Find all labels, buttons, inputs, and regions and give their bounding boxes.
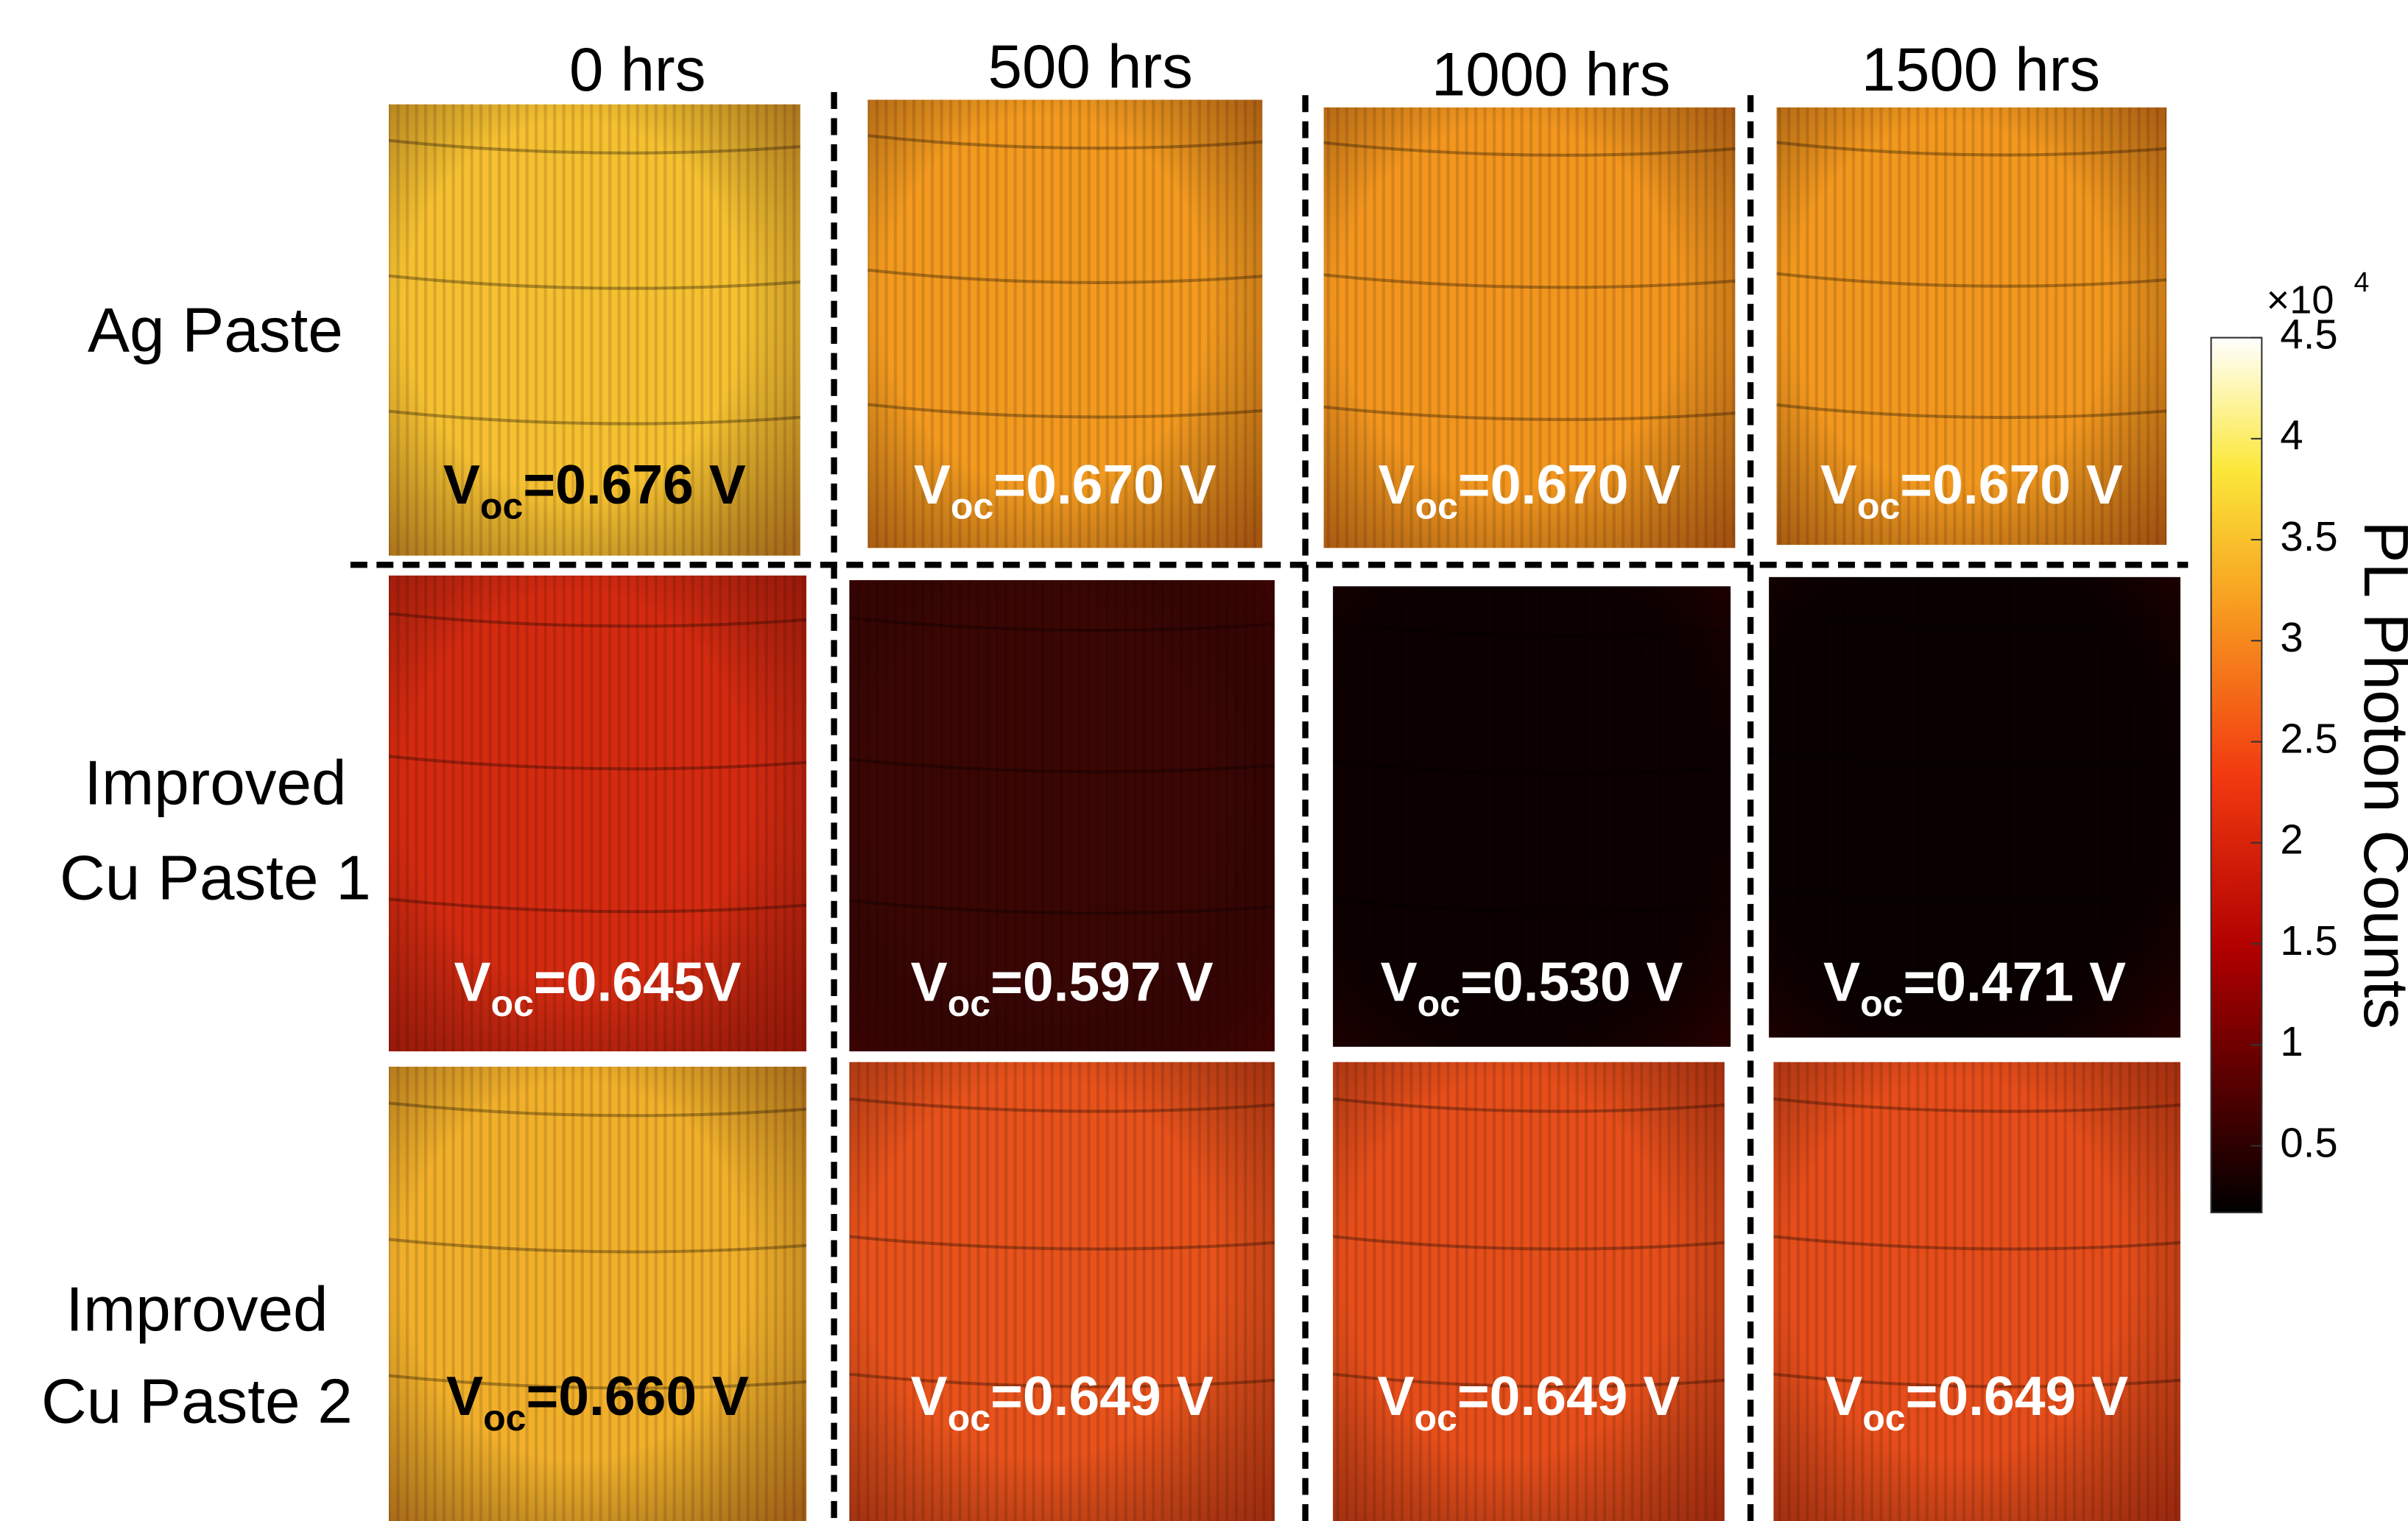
pl-image-vignette <box>867 99 1263 548</box>
row-label: Cu Paste 1 <box>60 844 371 914</box>
pl-image: Voc=0.670 V <box>1776 107 2167 546</box>
colorbar <box>2210 336 2263 1214</box>
pl-image: Voc=0.649 V <box>849 1062 1275 1521</box>
colorbar-tick-label: 1 <box>2280 1018 2303 1065</box>
pl-image: Voc=0.649 V <box>1332 1062 1725 1521</box>
pl-image-vignette <box>1333 1062 1725 1521</box>
voc-subscript: oc <box>951 486 993 527</box>
voc-subscript: oc <box>480 486 523 527</box>
row-label: Cu Paste 2 <box>41 1367 353 1437</box>
voc-symbol: V <box>911 1365 948 1427</box>
voc-subscript: oc <box>491 983 534 1024</box>
voc-label: Voc=0.530 V <box>1381 950 1683 1024</box>
colorbar-tick-label: 0.5 <box>2280 1119 2337 1165</box>
colorbar-tick-label: 4.5 <box>2280 311 2337 358</box>
pl-image: Voc=0.670 V <box>1323 107 1736 548</box>
row-label: Improved <box>66 1274 328 1344</box>
colorbar-tick-label: 2.5 <box>2280 715 2337 761</box>
column-header: 1500 hrs <box>1862 35 2100 104</box>
voc-value: =0.670 V <box>1458 454 1681 515</box>
voc-label: Voc=0.660 V <box>446 1365 749 1439</box>
pl-image: Voc=0.670 V <box>867 99 1263 548</box>
row-label: Ag Paste <box>88 295 343 365</box>
voc-symbol: V <box>1377 1365 1414 1427</box>
colorbar-label: PL Photon Counts <box>2351 521 2408 1030</box>
voc-subscript: oc <box>1862 1397 1905 1439</box>
pl-image: Voc=0.676 V <box>388 104 800 556</box>
voc-label: Voc=0.676 V <box>443 454 746 527</box>
voc-value: =0.649 V <box>1457 1365 1680 1427</box>
colorbar-tick-label: 3.5 <box>2280 513 2337 560</box>
colorbar-tick-label: 2 <box>2280 816 2303 863</box>
colorbar-tick-label: 1.5 <box>2280 917 2337 964</box>
voc-symbol: V <box>914 454 951 515</box>
pl-image-vignette <box>388 575 807 1052</box>
voc-subscript: oc <box>483 1397 526 1439</box>
pl-image-vignette <box>1323 107 1736 548</box>
pl-image: Voc=0.530 V <box>1332 586 1731 1047</box>
voc-symbol: V <box>1826 1365 1862 1427</box>
voc-value: =0.649 V <box>1906 1365 2129 1427</box>
voc-label: Voc=0.649 V <box>1826 1365 2128 1439</box>
voc-value: =0.597 V <box>990 950 1214 1012</box>
voc-label: Voc=0.649 V <box>911 1365 1214 1439</box>
colorbar-tick-label: 4 <box>2280 412 2303 459</box>
pl-image-vignette <box>388 1066 807 1521</box>
pl-image-vignette <box>849 580 1275 1052</box>
pl-image: Voc=0.471 V <box>1768 576 2181 1038</box>
voc-symbol: V <box>1820 454 1857 515</box>
voc-subscript: oc <box>1415 486 1458 527</box>
pl-image: Voc=0.649 V <box>1773 1062 2181 1521</box>
voc-symbol: V <box>1381 950 1418 1012</box>
voc-value: =0.660 V <box>526 1365 749 1427</box>
pl-image-vignette <box>1333 586 1731 1047</box>
voc-label: Voc=0.670 V <box>1820 454 2123 527</box>
voc-subscript: oc <box>948 1397 990 1439</box>
pl-image: Voc=0.660 V <box>388 1066 807 1521</box>
voc-symbol: V <box>911 950 948 1012</box>
voc-symbol: V <box>443 454 480 515</box>
voc-label: Voc=0.597 V <box>911 950 1214 1024</box>
voc-label: Voc=0.670 V <box>1378 454 1680 527</box>
column-header: 0 hrs <box>569 35 705 104</box>
voc-label: Voc=0.471 V <box>1823 950 2126 1024</box>
voc-label: Voc=0.649 V <box>1377 1365 1680 1439</box>
column-header: 500 hrs <box>988 32 1193 101</box>
pl-image: Voc=0.645V <box>388 575 807 1052</box>
voc-subscript: oc <box>1857 486 1900 527</box>
pl-image-vignette <box>849 1062 1275 1521</box>
voc-value: =0.471 V <box>1903 950 2126 1012</box>
column-header: 1000 hrs <box>1432 40 1670 108</box>
voc-value: =0.530 V <box>1460 950 1683 1012</box>
voc-value: =0.670 V <box>993 454 1217 515</box>
voc-label: Voc=0.670 V <box>914 454 1217 527</box>
voc-subscript: oc <box>1860 983 1903 1024</box>
voc-value: =0.670 V <box>1900 454 2123 515</box>
pl-image: Voc=0.597 V <box>849 580 1275 1052</box>
pl-image-vignette <box>1769 576 2180 1038</box>
voc-subscript: oc <box>1414 1397 1457 1439</box>
voc-symbol: V <box>454 950 490 1012</box>
pl-image-vignette <box>1776 107 2167 546</box>
colorbar-exponent: 4 <box>2354 267 2369 297</box>
voc-value: =0.676 V <box>523 454 746 515</box>
pl-image-vignette <box>388 104 800 556</box>
pl-image-vignette <box>1773 1062 2180 1521</box>
voc-subscript: oc <box>1418 983 1460 1024</box>
voc-symbol: V <box>1823 950 1860 1012</box>
dividers <box>350 92 2189 1521</box>
voc-symbol: V <box>1378 454 1415 515</box>
voc-value: =0.645V <box>534 950 742 1012</box>
colorbar-tick-label: 3 <box>2280 614 2303 660</box>
voc-symbol: V <box>446 1365 483 1427</box>
voc-label: Voc=0.645V <box>454 950 741 1024</box>
voc-subscript: oc <box>948 983 990 1024</box>
voc-value: =0.649 V <box>990 1365 1214 1427</box>
row-label: Improved <box>84 748 346 818</box>
colorbar-exponent-base: ×10 <box>2267 278 2334 322</box>
